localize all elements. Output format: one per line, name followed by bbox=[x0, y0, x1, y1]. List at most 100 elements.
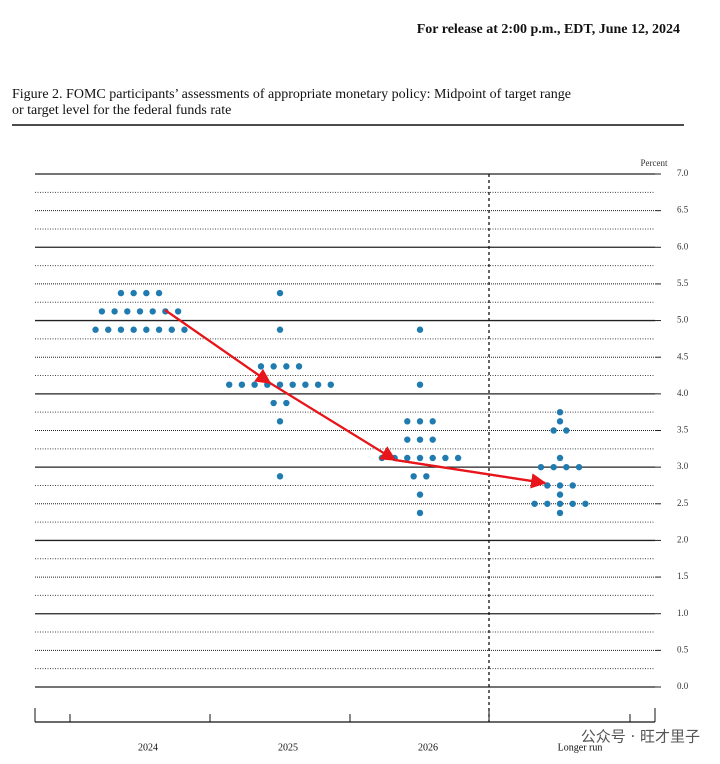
dot bbox=[155, 326, 163, 333]
dot bbox=[404, 436, 411, 443]
dot bbox=[283, 363, 290, 370]
arrow-head bbox=[164, 309, 272, 384]
x-category-label: 2024 bbox=[138, 742, 158, 753]
dot bbox=[257, 363, 265, 370]
dot bbox=[429, 436, 436, 443]
dot bbox=[378, 454, 386, 462]
dot bbox=[416, 418, 424, 425]
x-category-label: 2026 bbox=[418, 742, 438, 753]
dot bbox=[289, 381, 296, 388]
y-tick-label: 1.0 bbox=[677, 608, 689, 618]
dot bbox=[410, 473, 417, 480]
dot bbox=[416, 326, 424, 333]
dot bbox=[416, 381, 424, 388]
dot bbox=[442, 454, 449, 462]
dot bbox=[181, 326, 188, 333]
dot bbox=[537, 463, 545, 471]
y-tick-label: 4.0 bbox=[677, 388, 689, 398]
dot bbox=[423, 473, 430, 480]
dot bbox=[276, 418, 284, 425]
dot bbox=[143, 289, 150, 297]
release-header: For release at 2:00 p.m., EDT, June 12, … bbox=[417, 22, 680, 37]
y-tick-label: 3.0 bbox=[677, 461, 689, 471]
y-tick-label: 3.5 bbox=[677, 425, 689, 435]
dot bbox=[327, 381, 334, 388]
y-tick-label: 2.5 bbox=[677, 498, 689, 508]
dot bbox=[143, 326, 150, 333]
dot bbox=[429, 454, 436, 462]
dot bbox=[531, 500, 538, 507]
dot bbox=[582, 500, 589, 507]
figure-title: Figure 2. FOMC participants’ assessments… bbox=[12, 87, 571, 102]
dot bbox=[563, 463, 570, 471]
dot bbox=[556, 408, 564, 416]
dot bbox=[226, 381, 233, 388]
dot bbox=[563, 427, 570, 434]
dot bbox=[404, 454, 411, 462]
figure-title: or target level for the federal funds ra… bbox=[12, 103, 231, 118]
dot bbox=[92, 326, 99, 333]
arrow-head bbox=[394, 458, 547, 489]
dot bbox=[98, 308, 106, 315]
y-tick-label: 0.5 bbox=[677, 644, 689, 654]
plot: 0.0 0.5 1.0 1.5 2.0 2.5 3.0 3.5 4.0 4.5 5.0 5.5 6.0 6… bbox=[35, 168, 689, 753]
dot bbox=[416, 436, 424, 443]
dot bbox=[117, 326, 125, 333]
watermark: 公众号 · 旺才里子 bbox=[581, 728, 700, 746]
dot bbox=[429, 418, 436, 425]
dot bbox=[283, 399, 290, 407]
y-tick-label: 2.0 bbox=[677, 534, 689, 544]
dot bbox=[556, 500, 564, 507]
dot bbox=[276, 381, 284, 388]
dot bbox=[556, 418, 564, 425]
dot bbox=[136, 308, 144, 315]
dot bbox=[238, 381, 246, 388]
dot bbox=[117, 289, 125, 297]
dot bbox=[130, 289, 137, 297]
y-tick-label: 4.5 bbox=[677, 351, 689, 361]
dot bbox=[556, 509, 564, 517]
dot bbox=[544, 482, 551, 489]
dot bbox=[168, 326, 175, 333]
dot bbox=[544, 500, 551, 507]
y-tick-label: 6.5 bbox=[677, 205, 689, 215]
y-tick-label: 1.5 bbox=[677, 571, 689, 581]
dot bbox=[111, 308, 118, 315]
dot bbox=[302, 381, 309, 388]
trend-arrow bbox=[164, 309, 546, 485]
dot bbox=[550, 463, 557, 471]
dot bbox=[270, 399, 277, 407]
dot bbox=[556, 482, 564, 489]
dot bbox=[155, 289, 163, 297]
dot bbox=[276, 289, 284, 297]
dot bbox=[575, 463, 583, 471]
dot bbox=[569, 500, 576, 507]
dot bbox=[130, 326, 137, 333]
dot bbox=[295, 363, 303, 370]
dot bbox=[556, 454, 564, 462]
y-tick-label: 6.0 bbox=[677, 241, 689, 251]
y-tick-label: 0.0 bbox=[677, 681, 689, 691]
arrow-head bbox=[269, 382, 397, 461]
dot bbox=[569, 482, 576, 489]
y-tick-label: 7.0 bbox=[677, 168, 689, 178]
dot bbox=[124, 308, 131, 315]
y-tick-label: 5.0 bbox=[677, 315, 689, 325]
unit-label: Percent bbox=[641, 158, 668, 168]
dot bbox=[276, 326, 284, 333]
dot bbox=[270, 363, 277, 370]
x-axis-ticks bbox=[34, 708, 656, 722]
dot bbox=[251, 381, 258, 388]
x-category-label: 2025 bbox=[278, 742, 298, 753]
dot bbox=[174, 308, 182, 315]
dot bbox=[416, 509, 424, 517]
dot bbox=[416, 491, 424, 498]
x-category-label: Longer run bbox=[558, 742, 603, 753]
dot bbox=[314, 381, 322, 388]
dot bbox=[149, 308, 156, 315]
dot bbox=[404, 418, 411, 425]
dot bbox=[105, 326, 112, 333]
dot bbox=[454, 454, 462, 462]
dot bbox=[416, 454, 424, 462]
